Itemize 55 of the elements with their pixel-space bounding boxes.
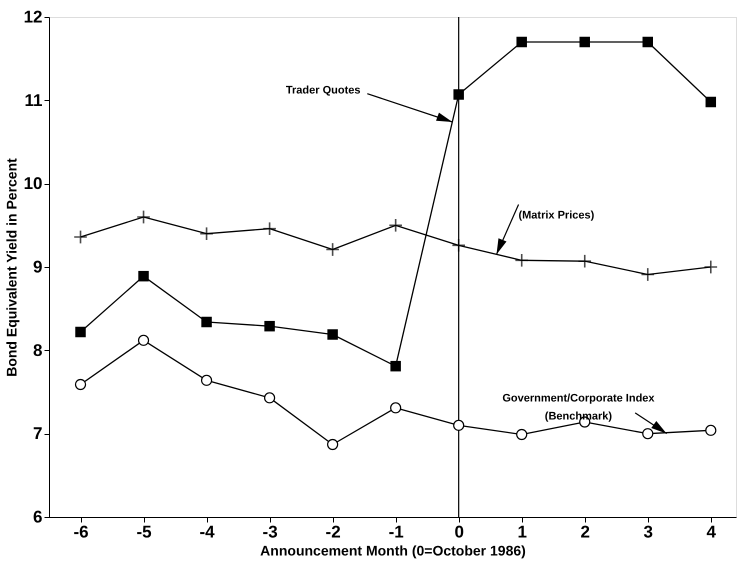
point — [514, 253, 529, 268]
point — [75, 326, 86, 338]
x-tick-label: 4 — [706, 522, 717, 542]
point — [327, 438, 338, 450]
point — [138, 334, 150, 346]
x-axis-title: Announcement Month (0=October 1986) — [260, 542, 526, 558]
x-tick-label: -5 — [136, 522, 152, 542]
point — [642, 428, 654, 440]
point — [136, 210, 151, 224]
y-tick-label: 10 — [24, 174, 42, 194]
point — [705, 424, 716, 436]
y-tick-label: 12 — [24, 8, 42, 26]
point — [579, 36, 590, 48]
point — [138, 270, 149, 282]
point — [73, 230, 88, 244]
point — [452, 238, 466, 252]
y-tick-label: 6 — [33, 508, 42, 526]
point — [516, 428, 528, 440]
point — [327, 329, 338, 340]
point — [262, 222, 277, 236]
point — [326, 242, 340, 257]
x-tick-label: -2 — [326, 522, 341, 542]
x-tick-label: -1 — [388, 522, 404, 542]
annotation: Trader Quotes — [286, 84, 360, 96]
x-tick-label: 2 — [580, 522, 590, 542]
point — [199, 226, 214, 241]
point — [706, 96, 716, 108]
point — [74, 378, 86, 390]
point — [390, 402, 402, 414]
point — [264, 320, 275, 332]
x-tick-label: 3 — [644, 522, 653, 542]
x-tick-label: 0 — [454, 522, 464, 542]
point — [453, 89, 464, 100]
point — [200, 374, 212, 386]
point — [388, 218, 403, 232]
y-tick-label: 8 — [33, 340, 42, 360]
point — [201, 316, 212, 328]
point — [264, 392, 276, 404]
point — [516, 36, 527, 48]
annotation: Government/Corporate Index (Benchmark) — [502, 392, 656, 423]
point — [453, 420, 464, 431]
x-tick-label: -4 — [200, 522, 216, 542]
point — [640, 267, 655, 282]
x-tick-label: -3 — [262, 522, 278, 542]
point — [704, 260, 718, 274]
point — [642, 36, 654, 48]
annotation: (Matrix Prices) — [518, 209, 595, 222]
y-tick-label: 7 — [33, 424, 42, 444]
point — [578, 254, 592, 268]
point — [390, 360, 401, 372]
x-tick-label: 1 — [517, 522, 527, 542]
y-axis-title: Bond Equivalent Yield in Percent — [4, 158, 20, 377]
x-tick-label: -6 — [73, 522, 89, 542]
y-tick-label: 9 — [33, 258, 42, 276]
y-tick-label: 11 — [24, 90, 42, 110]
